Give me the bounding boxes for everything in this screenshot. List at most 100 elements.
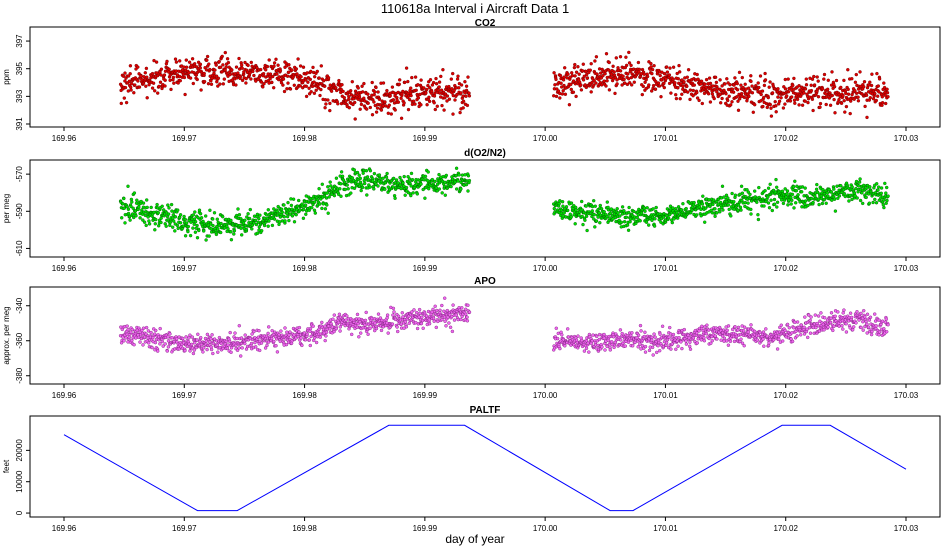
data-point (691, 88, 695, 93)
data-point (858, 177, 862, 181)
data-point (590, 204, 595, 209)
data-point (862, 183, 866, 188)
data-point (435, 308, 439, 313)
data-point (882, 205, 886, 210)
data-point (869, 332, 874, 337)
data-point (328, 101, 332, 106)
data-point (775, 205, 779, 209)
data-point (410, 75, 414, 80)
data-point (433, 179, 437, 184)
data-point (854, 72, 858, 77)
data-point (645, 206, 649, 210)
data-point (662, 71, 667, 76)
data-point (301, 216, 306, 221)
data-point (564, 205, 569, 209)
data-point (261, 85, 265, 89)
data-point (344, 99, 348, 103)
data-point (729, 214, 733, 218)
data-point (466, 174, 471, 178)
data-point (654, 205, 658, 210)
data-point (310, 84, 315, 89)
data-point (216, 76, 221, 81)
data-point (229, 237, 234, 242)
data-point (239, 233, 244, 237)
data-point (820, 86, 825, 91)
data-point (736, 99, 740, 103)
data-point (597, 78, 601, 82)
data-point (302, 331, 307, 335)
data-point (165, 349, 170, 353)
data-point (561, 78, 566, 82)
data-point (636, 345, 640, 349)
y-tick-label: -570 (15, 166, 24, 183)
data-point (129, 204, 133, 209)
data-point (355, 312, 360, 317)
data-point (864, 319, 868, 324)
data-point (259, 67, 263, 72)
data-point (147, 219, 151, 223)
data-point (836, 310, 840, 314)
data-point (196, 332, 200, 336)
data-point (653, 217, 657, 221)
data-point (343, 187, 347, 192)
data-point (875, 181, 879, 186)
data-point (325, 203, 329, 207)
data-point (632, 209, 636, 214)
data-point (856, 99, 861, 103)
data-point (449, 184, 453, 189)
data-point (282, 215, 286, 219)
data-point (563, 92, 568, 97)
data-point (589, 62, 593, 66)
data-point (272, 217, 277, 221)
data-point (214, 74, 219, 78)
data-point (234, 65, 239, 69)
data-point (839, 183, 843, 188)
data-point (451, 303, 455, 307)
data-point (650, 345, 655, 350)
data-point (802, 91, 806, 95)
data-point (777, 337, 781, 342)
data-point (720, 184, 725, 189)
data-point (366, 92, 370, 96)
data-point (841, 93, 845, 98)
data-point (195, 77, 199, 82)
data-point (224, 65, 228, 69)
data-point (291, 197, 296, 201)
x-tick-label: 170.02 (773, 264, 798, 273)
data-point (684, 206, 688, 211)
data-point (172, 81, 176, 85)
data-point (650, 338, 654, 342)
panel-title: APO (474, 276, 496, 287)
data-point (885, 198, 889, 203)
data-point (730, 87, 735, 91)
data-point (733, 76, 737, 80)
data-point (368, 168, 373, 173)
data-point (759, 92, 763, 97)
data-point (607, 88, 612, 92)
data-point (882, 81, 886, 85)
data-point (165, 59, 169, 64)
data-point (145, 96, 149, 100)
data-point (773, 99, 777, 104)
data-point (150, 86, 155, 90)
data-point (763, 78, 768, 82)
data-point (126, 184, 130, 189)
data-point (313, 200, 317, 204)
data-point (372, 171, 377, 176)
data-point (223, 50, 228, 55)
data-point (353, 117, 357, 121)
data-point (762, 83, 767, 88)
data-point (299, 75, 303, 79)
data-point (239, 63, 244, 67)
data-point (288, 330, 292, 334)
data-point (589, 90, 593, 94)
data-point (758, 74, 763, 78)
data-point (559, 211, 564, 216)
data-point (259, 341, 264, 345)
data-point (272, 339, 276, 344)
data-point (184, 221, 189, 225)
data-point (237, 324, 242, 328)
data-point (877, 185, 881, 189)
